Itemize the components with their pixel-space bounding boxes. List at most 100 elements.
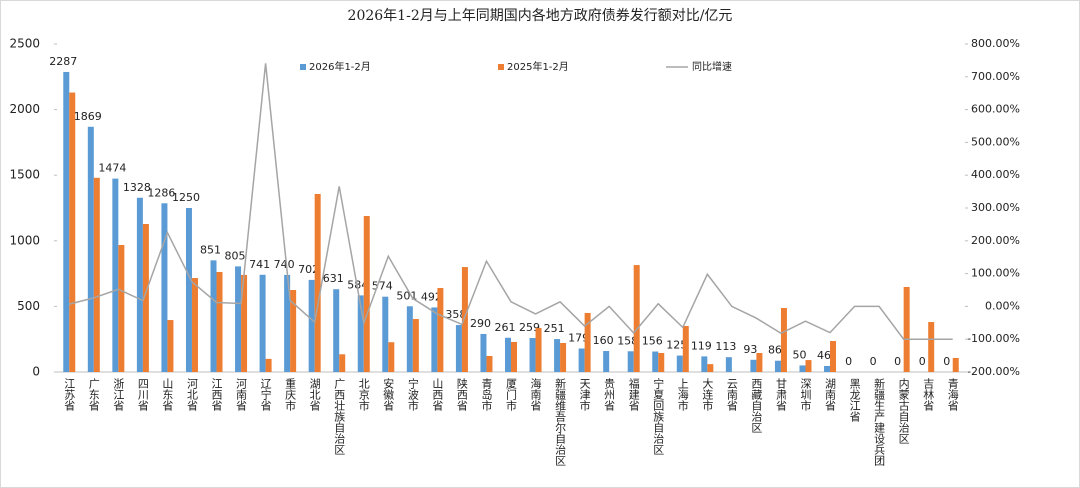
bar: [185, 208, 192, 372]
y-tick-label: 500: [17, 299, 40, 313]
bar: [805, 360, 812, 372]
bar: [142, 224, 149, 372]
y-tick-label: 0: [32, 365, 40, 379]
x-tick-label: 河北省: [185, 378, 198, 412]
x-tick-label: 甘肃省: [774, 378, 787, 412]
bar: [161, 203, 168, 372]
bar: [560, 343, 567, 372]
y-tick-label: 2500: [9, 37, 40, 51]
data-label: 261: [495, 321, 516, 334]
data-label: 2287: [49, 55, 77, 68]
bar: [461, 267, 468, 372]
bar: [824, 365, 831, 372]
bar: [284, 274, 291, 372]
bar: [333, 289, 340, 372]
x-tick-label: 北京市: [357, 378, 370, 412]
x-tick-label: 吉林省: [922, 378, 935, 412]
bar: [701, 356, 708, 372]
x-tick-label: 重庆市: [284, 377, 297, 412]
data-label: 1328: [123, 181, 151, 194]
data-label: 113: [715, 340, 736, 353]
bar: [167, 320, 174, 372]
legend-swatch: [300, 64, 306, 70]
y-tick-label: 1500: [9, 168, 40, 182]
data-label: 584: [347, 278, 368, 291]
x-tick-label: 陕西省: [455, 377, 468, 412]
y-tick-label: 1000: [9, 233, 40, 247]
bar: [235, 266, 242, 372]
data-label: 119: [691, 339, 712, 352]
y2-tick-label: 500.00%: [971, 135, 1020, 148]
x-tick-label: 云南省: [725, 378, 738, 412]
bar: [480, 333, 487, 372]
data-label: 0: [894, 355, 901, 368]
x-tick-label: 厦门市: [505, 378, 518, 412]
bar: [455, 325, 462, 372]
x-tick-label: 四川省: [136, 378, 149, 412]
bar: [682, 325, 689, 372]
data-label: 805: [225, 249, 246, 262]
x-tick-label: 湖南省: [824, 378, 837, 412]
bar: [388, 342, 395, 372]
legend-label: 2026年1-2月: [309, 60, 371, 73]
x-tick-label: 天津市: [578, 378, 591, 412]
x-tick-label: 青岛市: [480, 378, 493, 412]
bar: [69, 92, 76, 372]
data-label: 740: [274, 258, 295, 271]
bar: [308, 279, 315, 372]
bar: [406, 306, 413, 372]
bar: [216, 272, 223, 372]
bar: [87, 126, 94, 372]
bar: [136, 197, 143, 372]
x-tick-label: 安徽省: [382, 377, 395, 412]
legend-label: 2025年1-2月: [507, 60, 569, 73]
x-tick-label: 内蒙古自治区: [897, 377, 910, 444]
bar: [363, 216, 370, 372]
legend-label: 同比增速: [692, 60, 732, 73]
x-tick-label: 山东省: [161, 378, 174, 412]
data-label: 93: [743, 343, 757, 356]
bar: [265, 358, 272, 372]
bar: [382, 296, 389, 372]
data-label: 179: [568, 332, 589, 345]
x-tick-label: 江苏省: [63, 378, 76, 412]
bar: [584, 312, 591, 372]
data-label: 851: [200, 243, 221, 256]
data-label: 1286: [147, 186, 175, 199]
y2-tick-label: -200.00%: [967, 365, 1020, 378]
bar: [799, 365, 806, 372]
x-tick-label: 贵州省: [603, 378, 616, 412]
data-label: 358: [445, 308, 466, 321]
bar: [241, 274, 248, 372]
bar: [93, 177, 100, 372]
bar: [903, 286, 910, 372]
data-label: 1474: [98, 162, 126, 175]
x-tick-label: 江西省: [210, 378, 223, 412]
line: [69, 63, 953, 340]
data-label: 0: [845, 355, 852, 368]
bar: [633, 265, 640, 372]
bar: [707, 364, 714, 372]
data-label: 501: [396, 289, 417, 302]
data-label: 492: [421, 290, 442, 303]
x-tick-label: 河南省: [235, 378, 248, 412]
x-tick-label: 山西省: [431, 378, 444, 412]
data-label: 0: [943, 355, 950, 368]
y-tick-label: 2000: [9, 102, 40, 116]
bar: [676, 355, 683, 372]
y2-tick-label: -100.00%: [967, 332, 1020, 345]
x-tick-label: 新疆生产建设兵团: [873, 377, 886, 467]
data-label: 86: [768, 344, 782, 357]
data-label: 158: [617, 334, 638, 347]
x-tick-label: 广西壮族自治区: [333, 378, 346, 455]
y2-tick-label: 100.00%: [971, 267, 1020, 280]
bar: [535, 328, 542, 372]
x-tick-label: 宁夏回族自治区: [652, 377, 665, 455]
bar: [627, 351, 634, 372]
y2-tick-label: 300.00%: [971, 201, 1020, 214]
bar: [112, 178, 119, 372]
y2-tick-label: 0.00%: [985, 299, 1020, 312]
bar: [339, 354, 346, 372]
